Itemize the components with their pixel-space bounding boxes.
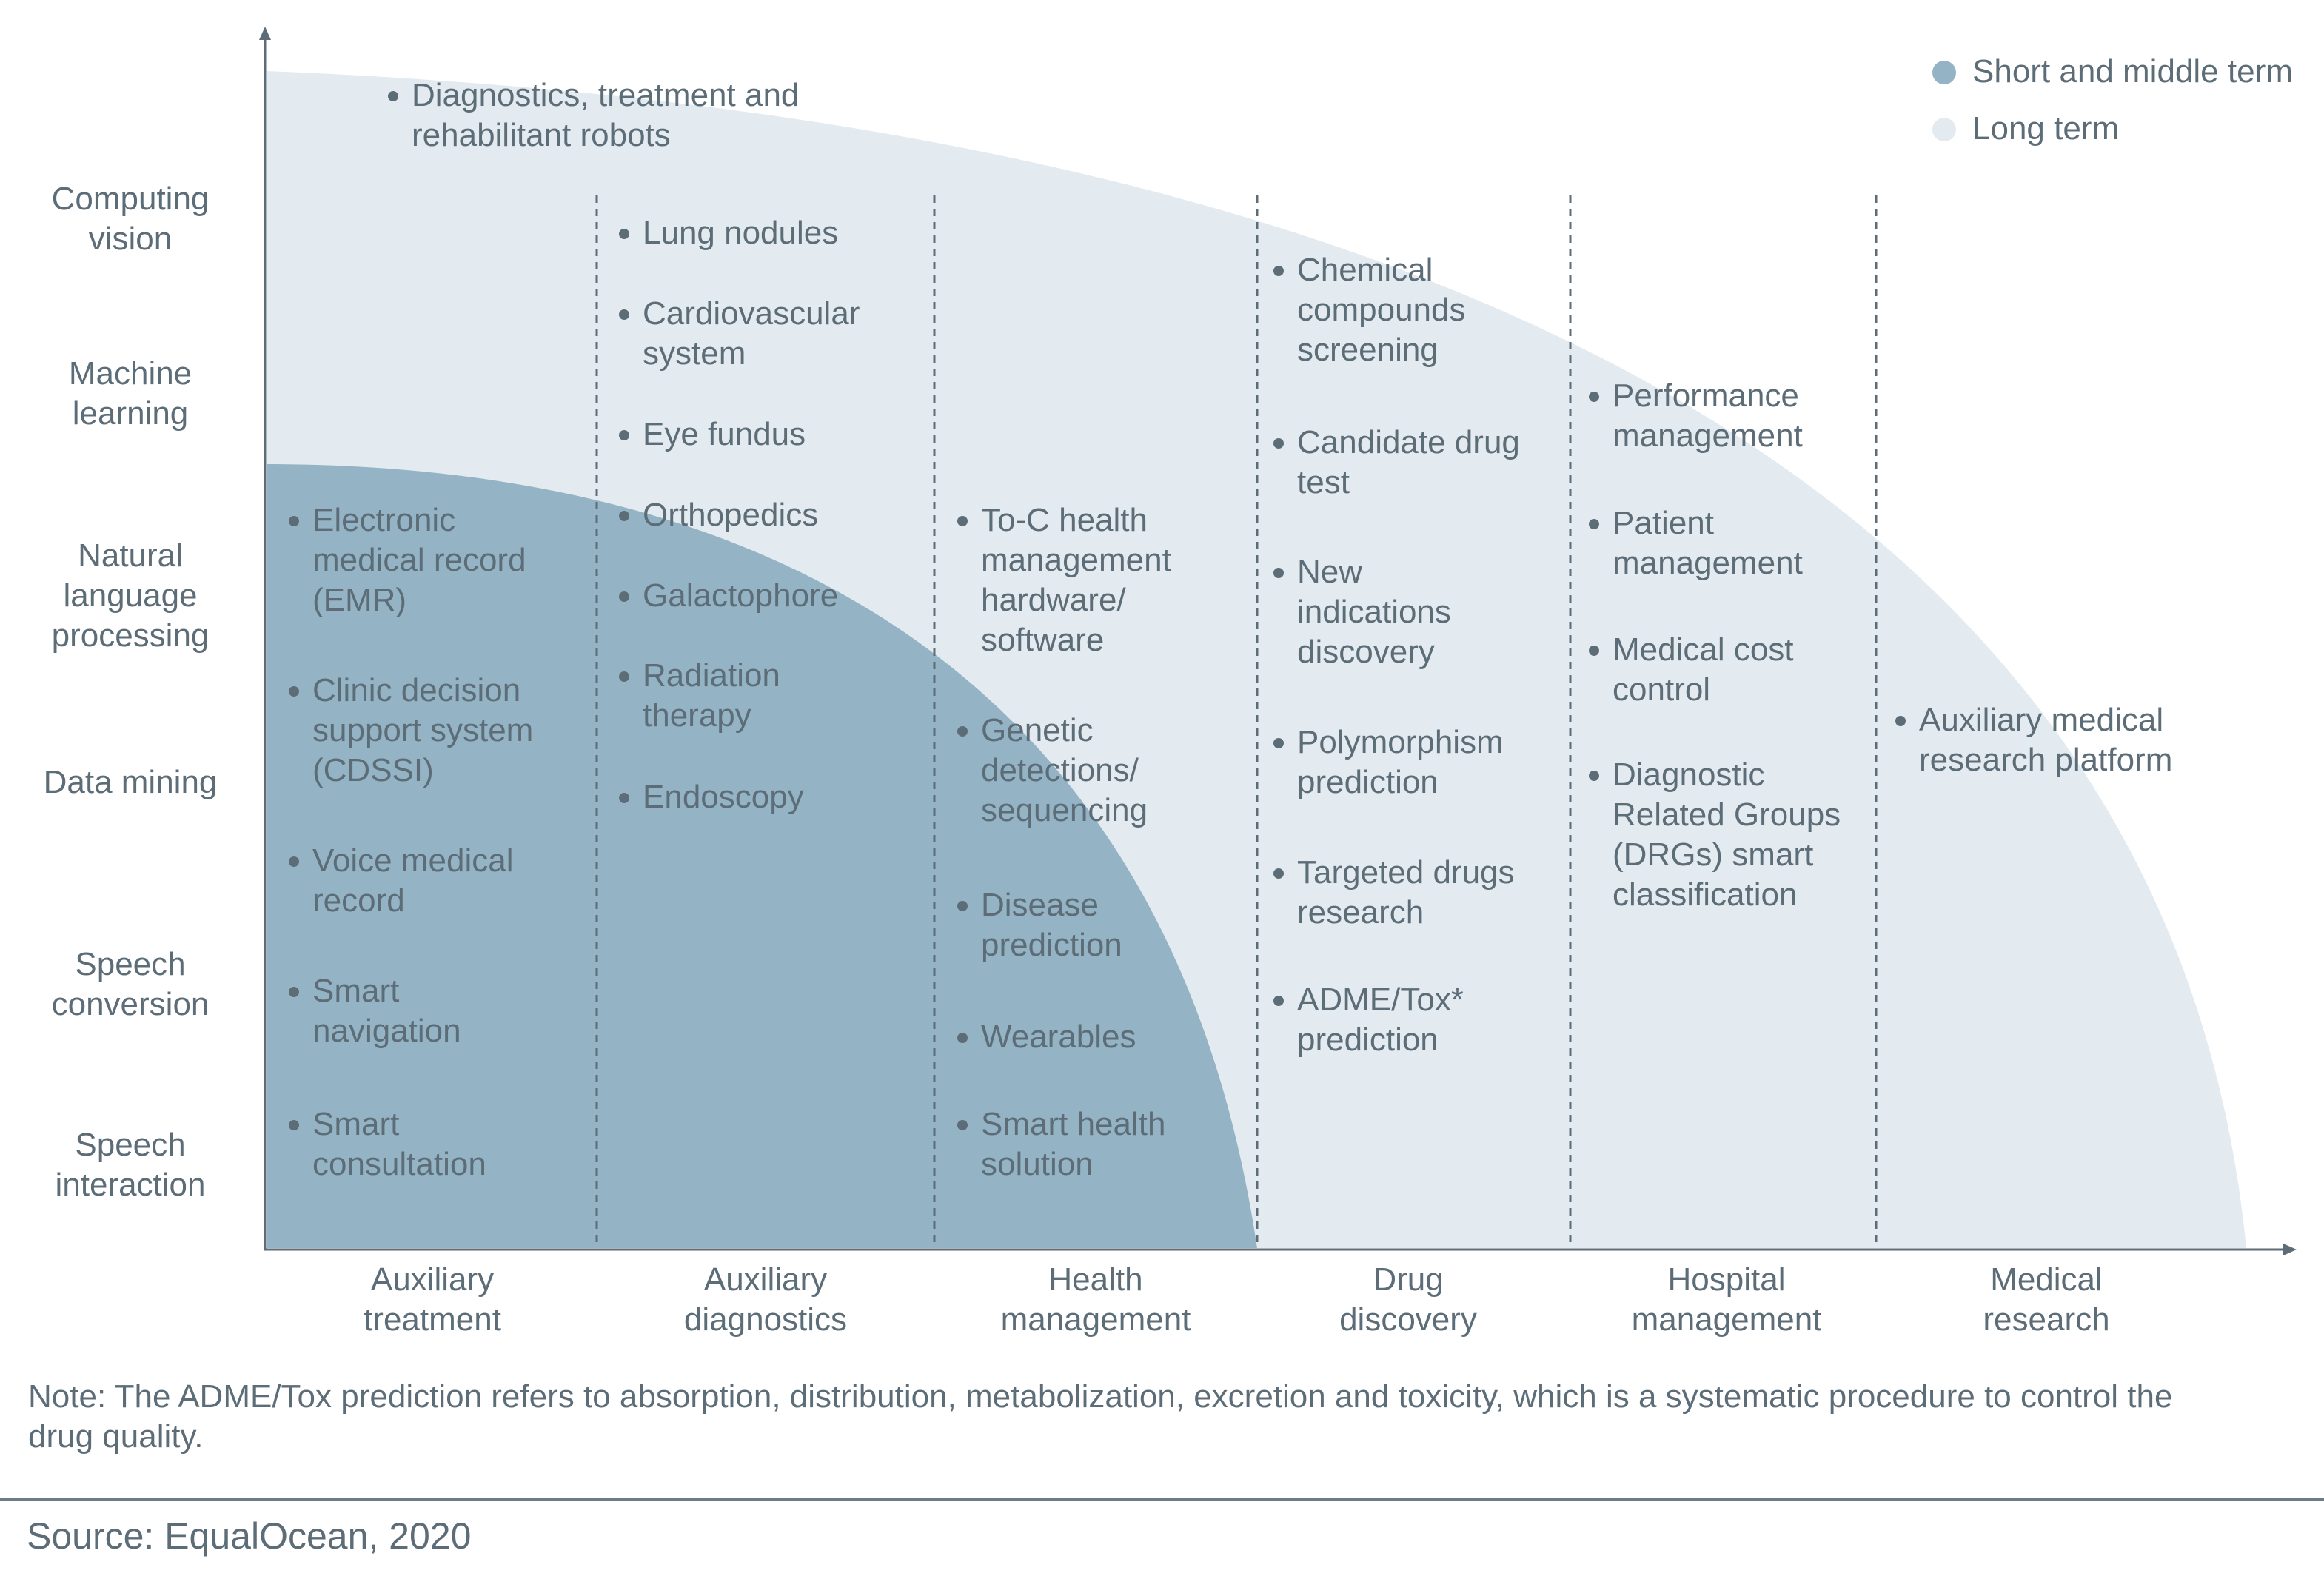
x-label-auxiliary-diagnostics: Auxiliary diagnostics [683, 1261, 848, 1338]
x-axis-arrow [2283, 1244, 2297, 1255]
list-item: Galactophore [617, 576, 954, 616]
list-item: Endoscopy [617, 777, 954, 817]
list-item: Electronic medical record (EMR) [287, 500, 623, 620]
x-label-hospital-management: Hospital management [1631, 1261, 1822, 1338]
y-label-speech-conversion: Speech conversion [51, 946, 210, 1022]
list-item: Diagnostic Related Groups (DRGs) smart clas… [1587, 755, 1901, 915]
list-item: Diagnostics, treatment and rehabilitant r… [386, 76, 885, 155]
x-label-drug-discovery: Drug discovery [1339, 1261, 1477, 1338]
legend-long-term: Long term [1929, 109, 2119, 149]
source-line: Source: EqualOcean, 2020 [27, 1515, 472, 1557]
column-dividers [595, 195, 1878, 1248]
legend-short-middle-term: Short and middle term [1929, 52, 2293, 92]
list-item: Patient management [1587, 503, 1901, 583]
list-item: Lung nodules [617, 213, 954, 253]
list-item: Cardiovascular system [617, 294, 954, 374]
x-label-medical-research: Medical research [1983, 1261, 2110, 1338]
list-item: To-C health management hardware/software [956, 500, 1277, 660]
x-label-health-management: Health management [1000, 1261, 1191, 1338]
list-item: Smart navigation [287, 971, 623, 1051]
list-item: Chemical compounds screening [1272, 250, 1593, 370]
list-item: Genetic detections/sequencing [956, 711, 1277, 831]
y-label-data-mining: Data mining [43, 764, 218, 800]
list-item: Eye fundus [617, 415, 954, 455]
y-label-nlp: Natural language processing [51, 537, 210, 654]
x-label-auxiliary-treatment: Auxiliary treatment [364, 1261, 501, 1338]
legend-label: Long term [1972, 110, 2120, 147]
footnote: Note: The ADME/Tox prediction refers to … [28, 1378, 2173, 1455]
list-item: Radiation therapy [617, 656, 954, 736]
y-label-machine-learning: Machine learning [68, 355, 192, 432]
y-axis-arrow [259, 27, 271, 40]
list-item: Performance management [1587, 376, 1901, 456]
legend-dot-short [1932, 61, 1956, 84]
list-item: Wearables [956, 1017, 1277, 1057]
legend-label: Short and middle term [1972, 53, 2293, 90]
list-item: New indications discovery [1272, 552, 1593, 672]
list-item: Voice medical record [287, 841, 623, 921]
list-item: Medical cost control [1587, 630, 1901, 710]
list-item: Targeted drugs research [1272, 853, 1593, 933]
list-item: Disease prediction [956, 885, 1277, 965]
list-item: Auxiliary medical research platform [1894, 700, 2289, 780]
short-middle-term-region [267, 464, 1257, 1248]
y-label-computing-vision: Computing vision [51, 181, 210, 257]
list-item: Clinic decision support system (CDSSI) [287, 671, 623, 791]
list-item: Candidate drug test [1272, 423, 1593, 503]
y-label-speech-interaction: Speech interaction [55, 1127, 206, 1203]
footer-divider [0, 1498, 2324, 1501]
list-item: Orthopedics [617, 495, 954, 535]
list-item: Polymorphism prediction [1272, 722, 1593, 802]
list-item: ADME/Tox* prediction [1272, 980, 1593, 1060]
legend-dot-long [1932, 118, 1956, 141]
list-item: Smart health solution [956, 1104, 1277, 1184]
list-item: Smart consultation [287, 1104, 623, 1184]
